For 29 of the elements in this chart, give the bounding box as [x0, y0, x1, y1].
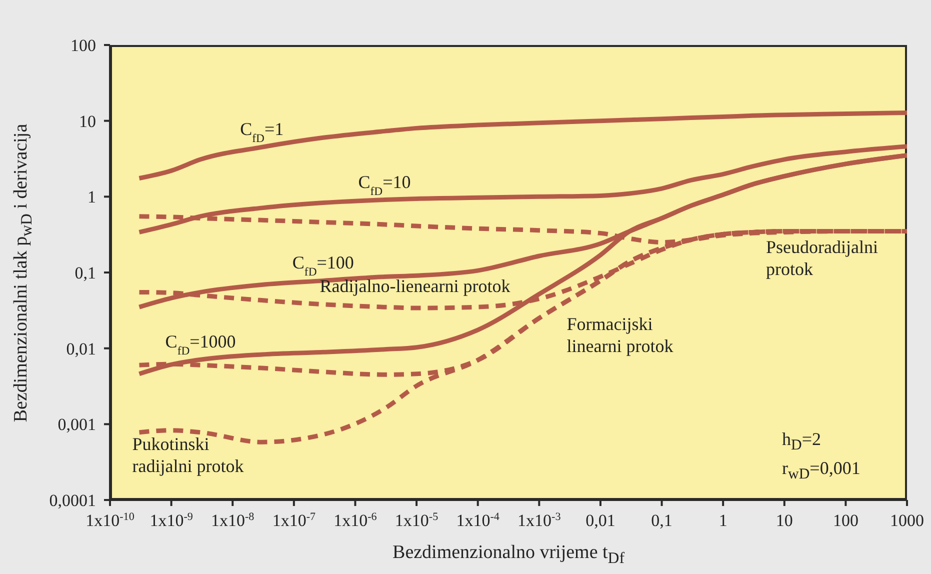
x-tick-label: 1x10$^{-7}$ — [272, 511, 316, 530]
series-label: C$_{fD}$=1 — [240, 119, 284, 145]
y-tick-label: 0,0001 — [49, 491, 96, 510]
x-tick-label: 1x10$^{-10}$ — [86, 511, 135, 530]
annotation: Pukotinski radijalni protok — [132, 433, 244, 477]
annotation: h$_{D}$=2 r$_{wD}$=0,001 — [782, 428, 860, 484]
annotation: Pseudoradijalni protok — [766, 236, 878, 280]
x-tick-label: 1000 — [890, 511, 924, 530]
x-axis-title: Bezdimenzionalno vrijeme t$_{Df}$ — [392, 542, 626, 568]
y-tick-label: 1 — [88, 188, 96, 207]
y-tick-label: 0,1 — [74, 264, 96, 282]
y-tick-label: 100 — [70, 36, 96, 55]
y-tick-label: 0,001 — [58, 415, 96, 434]
y-tick-label: 0,01 — [66, 339, 96, 358]
x-tick-label: 1x10$^{-9}$ — [150, 511, 194, 530]
x-tick-label: 0,1 — [651, 511, 672, 530]
x-tick-label: 100 — [832, 511, 858, 530]
y-tick-label: 10 — [79, 112, 96, 131]
x-tick-label: 1x10$^{-4}$ — [456, 511, 500, 530]
series-label: C$_{fD}$=10 — [358, 172, 411, 198]
x-tick-label: 1x10$^{-5}$ — [394, 511, 439, 530]
x-tick-label: 1x10$^{-8}$ — [211, 511, 255, 530]
x-tick-label: 1x10$^{-3}$ — [518, 511, 562, 530]
x-tick-label: 0,01 — [586, 511, 616, 530]
series-label: C$_{fD}$=1000 — [165, 332, 236, 358]
x-tick-label: 1 — [718, 511, 728, 530]
x-tick-label: 10 — [776, 511, 793, 530]
annotation: Formacijski linearni protok — [566, 313, 674, 357]
x-tick-label: 1x10$^{-6}$ — [334, 511, 378, 530]
